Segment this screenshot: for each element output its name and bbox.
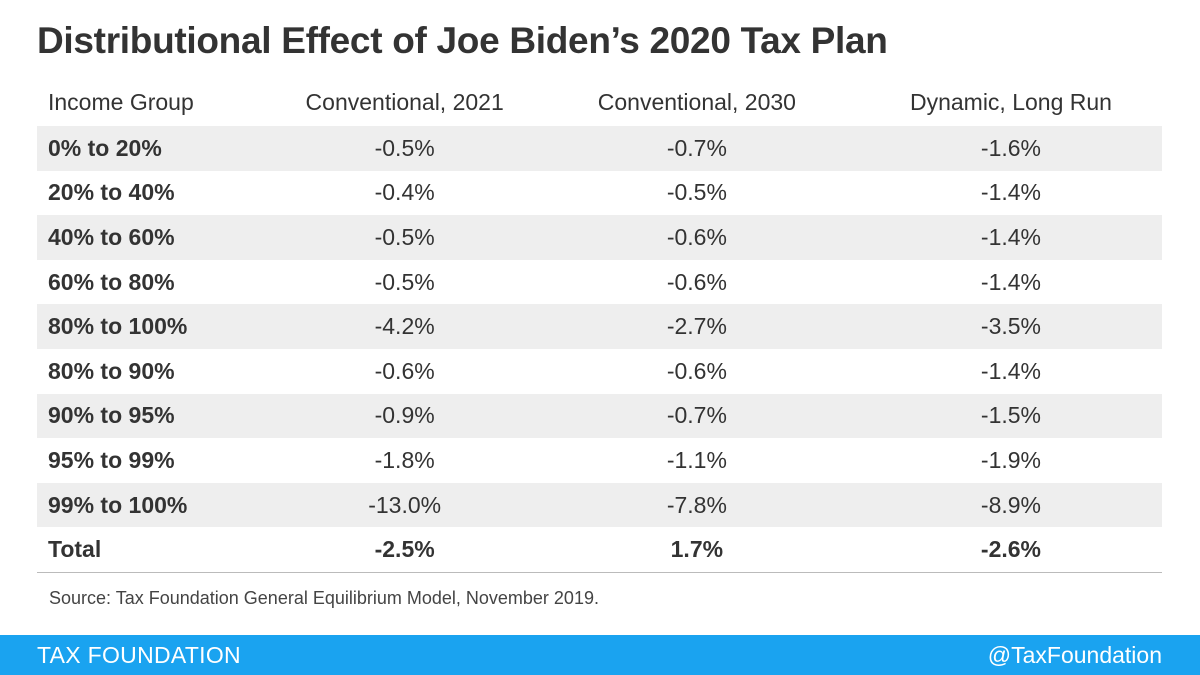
table-row: 99% to 100% -13.0% -7.8% -8.9%	[37, 482, 1162, 528]
cell-income-group: 0% to 20%	[37, 126, 276, 171]
cell-conventional-2021: -0.5%	[275, 215, 534, 260]
cell-conventional-2021: -1.8%	[275, 438, 534, 483]
cell-conventional-2021: -4.2%	[275, 304, 534, 349]
cell-income-group: 60% to 80%	[37, 259, 276, 305]
total-cell-dynamic-long-run: -2.6%	[859, 527, 1162, 573]
cell-conventional-2021: -13.0%	[275, 482, 534, 528]
cell-conventional-2030: -0.7%	[533, 393, 860, 439]
table-row: 40% to 60% -0.5% -0.6% -1.4%	[37, 215, 1162, 260]
table-body: 0% to 20% -0.5% -0.7% -1.6% 20% to 40% -0.4% -…	[37, 126, 1162, 573]
table-row: 80% to 90% -0.6% -0.6% -1.4%	[37, 348, 1162, 394]
total-cell-conventional-2021: -2.5%	[275, 527, 534, 573]
cell-conventional-2021: -0.9%	[275, 393, 534, 439]
cell-income-group: 90% to 95%	[37, 393, 276, 439]
cell-conventional-2030: -2.7%	[533, 304, 860, 349]
cell-dynamic-long-run: -1.4%	[859, 348, 1162, 394]
cell-income-group: 20% to 40%	[37, 170, 276, 216]
table-row: 90% to 95% -0.9% -0.7% -1.5%	[37, 393, 1162, 439]
cell-conventional-2030: -0.6%	[533, 215, 860, 260]
cell-dynamic-long-run: -1.6%	[859, 126, 1162, 171]
cell-conventional-2021: -0.6%	[275, 348, 534, 394]
total-cell-income-group: Total	[37, 527, 276, 573]
distribution-table: Income Group Conventional, 2021 Conventi…	[37, 78, 1162, 573]
cell-conventional-2021: -0.5%	[275, 126, 534, 171]
table-row: 60% to 80% -0.5% -0.6% -1.4%	[37, 259, 1162, 305]
cell-income-group: 40% to 60%	[37, 215, 276, 260]
total-cell-conventional-2030: 1.7%	[533, 527, 860, 573]
cell-conventional-2030: -0.7%	[533, 126, 860, 171]
cell-dynamic-long-run: -1.4%	[859, 259, 1162, 305]
cell-dynamic-long-run: -1.9%	[859, 438, 1162, 483]
table-row: 80% to 100% -4.2% -2.7% -3.5%	[37, 304, 1162, 349]
table-total-row: Total -2.5% 1.7% -2.6%	[37, 527, 1162, 573]
footer-handle: @TaxFoundation	[987, 642, 1162, 668]
footer-bar: TAX FOUNDATION @TaxFoundation	[0, 635, 1200, 675]
table-row: 95% to 99% -1.8% -1.1% -1.9%	[37, 438, 1162, 483]
column-header-dynamic-long-run: Dynamic, Long Run	[909, 88, 1112, 115]
cell-income-group: 80% to 100%	[37, 304, 276, 349]
table-header-row: Income Group Conventional, 2021 Conventi…	[37, 78, 1162, 126]
column-header-conventional-2021: Conventional, 2021	[305, 88, 504, 115]
footer-brand: TAX FOUNDATION	[37, 642, 241, 668]
page-title: Distributional Effect of Joe Biden’s 202…	[37, 20, 888, 61]
cell-conventional-2030: -7.8%	[533, 482, 860, 528]
cell-conventional-2030: -0.6%	[533, 259, 860, 305]
column-header-conventional-2030: Conventional, 2030	[597, 88, 796, 115]
cell-conventional-2021: -0.5%	[275, 259, 534, 305]
cell-dynamic-long-run: -3.5%	[859, 304, 1162, 349]
cell-conventional-2030: -0.6%	[533, 348, 860, 394]
cell-income-group: 80% to 90%	[37, 348, 276, 394]
cell-dynamic-long-run: -1.4%	[859, 170, 1162, 216]
table-row: 0% to 20% -0.5% -0.7% -1.6%	[37, 126, 1162, 171]
cell-income-group: 99% to 100%	[37, 482, 276, 528]
column-header-income-group: Income Group	[48, 88, 194, 115]
cell-conventional-2030: -0.5%	[533, 170, 860, 216]
cell-conventional-2021: -0.4%	[275, 170, 534, 216]
table-row: 20% to 40% -0.4% -0.5% -1.4%	[37, 170, 1162, 216]
cell-conventional-2030: -1.1%	[533, 438, 860, 483]
cell-dynamic-long-run: -1.5%	[859, 393, 1162, 439]
cell-dynamic-long-run: -1.4%	[859, 215, 1162, 260]
source-note: Source: Tax Foundation General Equilibri…	[49, 588, 599, 608]
cell-income-group: 95% to 99%	[37, 438, 276, 483]
cell-dynamic-long-run: -8.9%	[859, 482, 1162, 528]
